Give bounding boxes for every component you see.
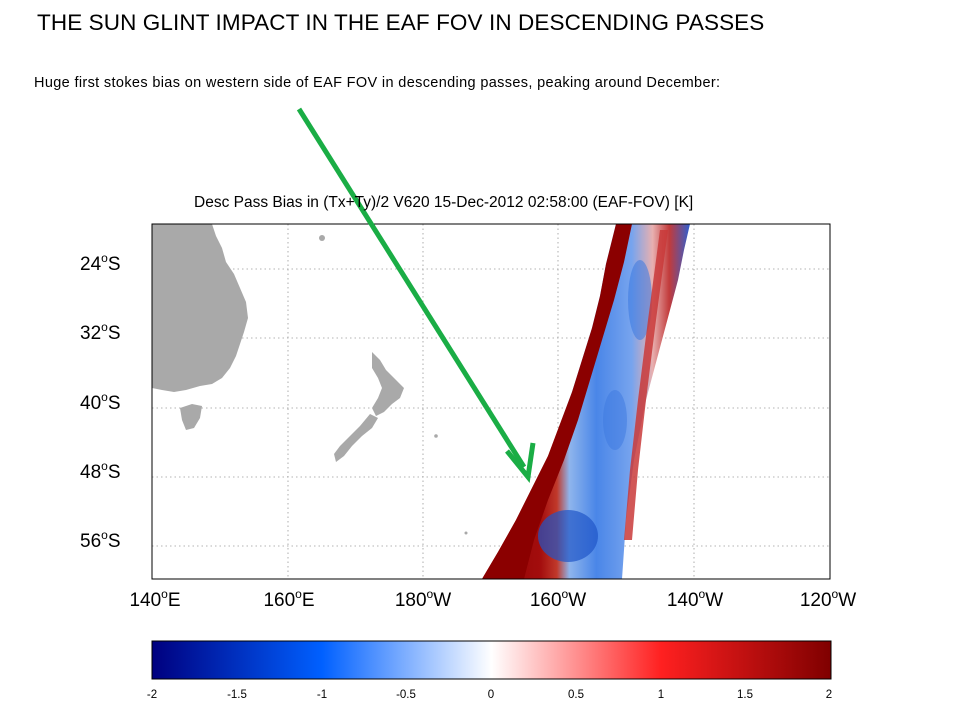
colorbar-tick-label: 1 xyxy=(657,689,665,701)
colorbar-tick-label: -2 xyxy=(146,689,158,701)
land-islet xyxy=(434,434,438,438)
map-frame xyxy=(151,223,831,580)
colorbar-tick-label: 2 xyxy=(825,689,833,701)
slide-title: THE SUN GLINT IMPACT IN THE EAF FOV IN D… xyxy=(37,10,765,35)
graticule xyxy=(152,224,830,579)
lon-tick-label: 160oW xyxy=(529,587,587,611)
land-tasmania xyxy=(180,404,202,430)
lon-tick-label: 120oW xyxy=(799,587,857,611)
lat-tick-label: 32oS xyxy=(80,320,121,344)
colorbar-tick-label: 0.5 xyxy=(568,689,584,701)
swath-blue-patch xyxy=(538,510,598,562)
map-title: Desc Pass Bias in (Tx+Ty)/2 V620 15-Dec-… xyxy=(194,194,694,211)
colorbar-tick-label: -1 xyxy=(316,689,328,701)
lat-tick-label: 40oS xyxy=(80,390,121,414)
swath-eastern-red xyxy=(624,230,668,540)
swath-blue-patch xyxy=(603,390,627,450)
lon-tick-label: 160oE xyxy=(263,587,315,611)
colorbar-tick-label: 0 xyxy=(487,689,495,701)
colorbar-tick-label: -1.5 xyxy=(227,689,247,701)
colorbar xyxy=(151,640,832,680)
land-islet xyxy=(464,531,468,535)
land-new-zealand-south xyxy=(334,414,378,462)
slide-subtitle: Huge first stokes bias on western side o… xyxy=(34,75,721,91)
colorbar-tick-label: 1.5 xyxy=(737,689,753,701)
land-australia xyxy=(152,224,248,392)
lon-tick-label: 140oW xyxy=(666,587,724,611)
lat-tick-label: 24oS xyxy=(80,251,121,275)
colorbar-tick-label: -0.5 xyxy=(396,689,416,701)
annotation-arrow xyxy=(296,107,536,484)
swath-blue-patch xyxy=(628,260,652,340)
lon-tick-label: 180oW xyxy=(394,587,452,611)
land-islet xyxy=(319,235,325,241)
map-plot-area xyxy=(152,224,830,579)
land-new-zealand-north xyxy=(372,352,404,416)
lat-tick-label: 48oS xyxy=(80,459,121,483)
lat-tick-label: 56oS xyxy=(80,528,121,552)
swath-western-edge xyxy=(482,224,632,579)
lon-tick-label: 140oE xyxy=(129,587,181,611)
